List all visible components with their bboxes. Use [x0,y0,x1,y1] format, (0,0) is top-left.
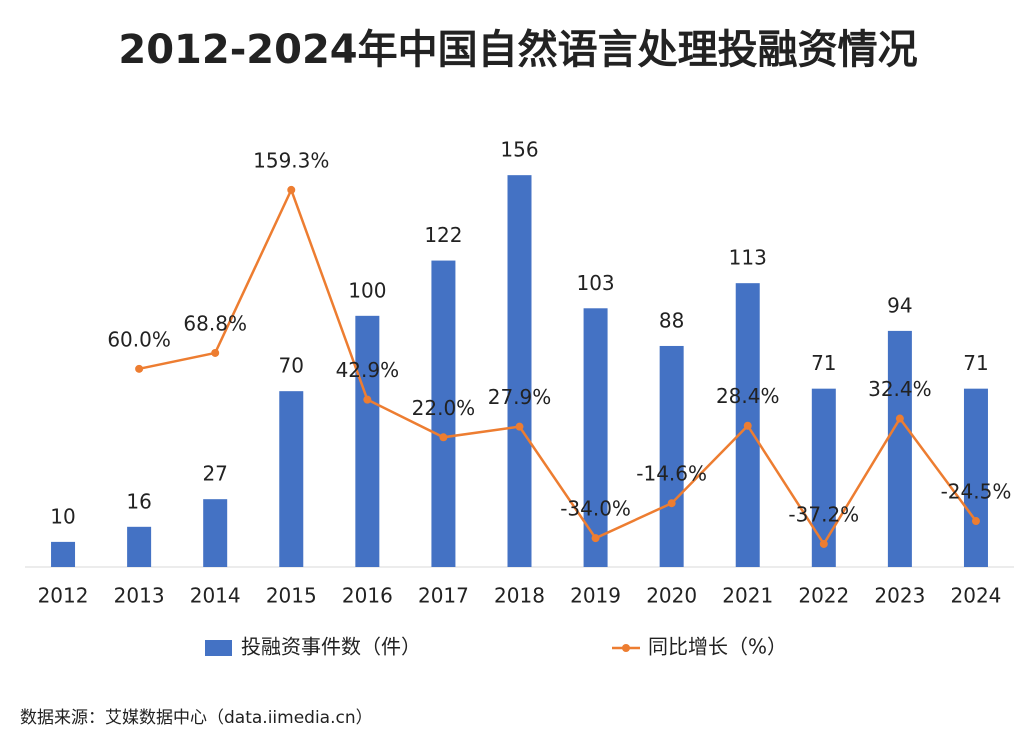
line-value-label: 22.0% [412,396,476,420]
x-tick-label: 2024 [951,584,1002,608]
bar [355,315,380,567]
line-value-label: -14.6% [636,462,707,486]
line-point [287,185,296,194]
legend-label: 投融资事件数（件） [241,635,421,659]
bar-value-label: 70 [279,354,304,378]
x-tick-label: 2012 [38,584,89,608]
bar [963,388,988,567]
bar-value-label: 103 [576,271,614,295]
line-point [363,395,372,404]
line-value-label: -37.2% [788,502,859,526]
bar [659,345,684,567]
bar-value-label: 10 [50,504,75,528]
line-point [819,539,828,548]
line-point [439,433,448,442]
legend-swatch [205,640,232,656]
bar-value-label: 71 [811,351,836,375]
legend-label: 同比增长（%） [648,635,787,659]
line-value-label: 60.0% [107,327,171,351]
legend-swatch [622,644,630,652]
line-value-label: 42.9% [336,358,400,382]
bar [279,391,304,567]
chart-title: 2012-2024年中国自然语言处理投融资情况 [118,27,917,73]
x-tick-label: 2020 [646,584,697,608]
bar-value-label: 100 [348,278,386,302]
x-tick-label: 2022 [798,584,849,608]
bar-value-label: 94 [887,293,912,317]
bar [203,499,228,567]
line-point [895,414,904,423]
x-tick-label: 2016 [342,584,393,608]
line-point [135,364,144,373]
x-tick-label: 2019 [570,584,621,608]
line-value-label: 28.4% [716,384,780,408]
bar-value-label: 122 [424,223,462,247]
bar-value-label: 16 [126,489,151,513]
line-value-label: 68.8% [183,311,247,335]
source-note: 数据来源：艾媒数据中心（data.iimedia.cn） [20,708,373,728]
bar [127,526,152,567]
x-tick-label: 2014 [190,584,241,608]
line-value-label: -24.5% [941,480,1012,504]
bar [887,330,912,567]
bar-value-label: 156 [500,138,538,162]
x-tick-label: 2023 [874,584,925,608]
bar [583,308,608,567]
line [138,186,977,547]
line-value-label: 159.3% [253,148,329,172]
bar-value-label: 71 [963,351,988,375]
line-point [971,517,980,526]
x-tick-label: 2015 [266,584,317,608]
line-point [743,421,752,430]
bar [811,388,836,567]
line-value-label: -34.0% [560,497,631,521]
bar-value-label: 113 [729,246,767,270]
x-tick-label: 2017 [418,584,469,608]
x-tick-label: 2021 [722,584,773,608]
line-point [591,534,600,543]
line-value-label: 32.4% [868,377,932,401]
x-tick-label: 2013 [114,584,165,608]
line-point [667,499,676,508]
bar-value-label: 88 [659,308,684,332]
bar [507,175,532,567]
line-point [515,422,524,431]
bar-value-label: 27 [202,462,227,486]
line-point [211,348,220,357]
bar [51,541,76,567]
bar [431,260,456,567]
line-value-label: 27.9% [488,385,552,409]
x-tick-label: 2018 [494,584,545,608]
